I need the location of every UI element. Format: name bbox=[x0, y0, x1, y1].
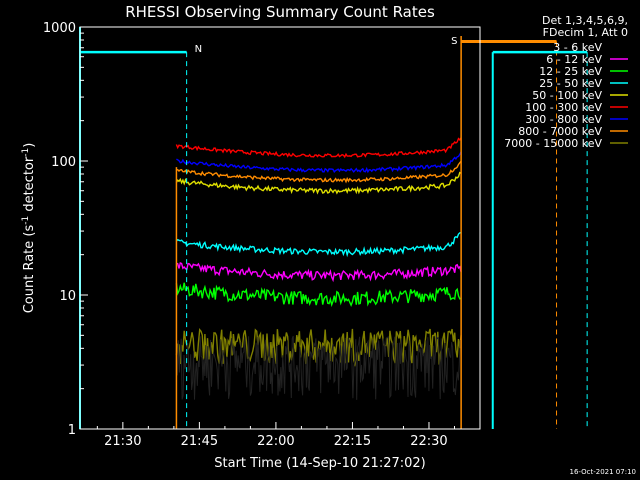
y-axis-label: Count Rate (s-1 detector-1) bbox=[21, 143, 37, 314]
chart-title: RHESSI Observing Summary Count Rates bbox=[125, 3, 435, 21]
series-line bbox=[175, 328, 462, 367]
y-tick-label: 1000 bbox=[43, 21, 76, 36]
x-axis-label: Start Time (14-Sep-10 21:27:02) bbox=[214, 456, 425, 471]
y-tick-label: 100 bbox=[51, 155, 76, 170]
series-line bbox=[175, 137, 462, 159]
y-axis-label-main: Count Rate (s bbox=[22, 225, 37, 314]
legend-entry-label: 3 - 6 keV bbox=[553, 41, 602, 54]
x-tick-label: 22:00 bbox=[257, 434, 294, 449]
axis-layer: 21:30 21:45 22:00 22:15 22:30 1 10 100 1000 bbox=[43, 21, 481, 449]
legend-header: Det 1,3,4,5,6,9, bbox=[542, 14, 628, 27]
legend-entry-label: 12 - 25 keV bbox=[539, 65, 602, 78]
x-tick-label: 21:45 bbox=[181, 434, 218, 449]
y-tick-label: 10 bbox=[59, 289, 76, 304]
y-axis-label-sup1: -1 bbox=[21, 216, 31, 225]
x-tick-label: 22:15 bbox=[334, 434, 371, 449]
legend-entry-label: 800 - 7000 keV bbox=[518, 125, 602, 138]
series-layer bbox=[175, 137, 463, 400]
y-tick-label: 1 bbox=[68, 423, 76, 438]
plot-frame bbox=[79, 26, 481, 430]
legend-entry-label: 7000 - 15000 keV bbox=[504, 137, 602, 150]
timestamp: 16-Oct-2021 07:10 bbox=[570, 468, 636, 476]
legend-entry-label: 300 - 800 keV bbox=[525, 113, 602, 126]
x-tick-label: 22:30 bbox=[410, 434, 447, 449]
series-line bbox=[175, 171, 462, 195]
series-line bbox=[176, 151, 462, 174]
night-label: N bbox=[195, 44, 202, 55]
x-tick-label: 21:30 bbox=[104, 434, 141, 449]
legend-entry-label: 100 - 300 keV bbox=[525, 101, 602, 114]
legend-entry-label: 6 - 12 keV bbox=[546, 53, 602, 66]
legend: Det 1,3,4,5,6,9,FDecim 1, Att 0 3 - 6 keV… bbox=[504, 14, 628, 150]
y-axis-label-sup2: -1 bbox=[21, 148, 31, 157]
series-line bbox=[176, 160, 462, 184]
series-line bbox=[176, 262, 462, 283]
series-line bbox=[175, 282, 462, 308]
saa-label: S bbox=[451, 36, 457, 47]
y-axis-label-end: ) bbox=[22, 143, 37, 148]
legend-header: FDecim 1, Att 0 bbox=[543, 26, 628, 39]
legend-entry-label: 50 - 100 keV bbox=[532, 89, 602, 102]
series-line bbox=[175, 231, 462, 258]
legend-entry-label: 25 - 50 keV bbox=[539, 77, 602, 90]
series-line-3-6-shadow bbox=[175, 334, 462, 400]
y-axis-label-mid: detector bbox=[22, 156, 37, 216]
